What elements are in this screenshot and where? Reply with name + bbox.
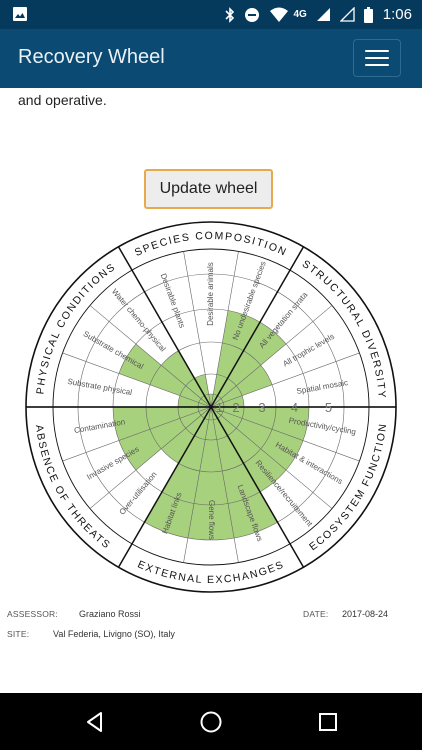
wheel-scale-label: 1 — [216, 400, 223, 415]
wheel-level-sector — [211, 407, 278, 538]
app-title: Recovery Wheel — [18, 46, 165, 68]
status-bar: 4G 1:06 — [0, 0, 422, 29]
menu-icon-line — [365, 64, 389, 66]
intro-text: and operative. — [18, 92, 107, 108]
wheel-level-sector — [144, 407, 211, 538]
wheel-scale-label: 2 — [232, 400, 239, 415]
menu-icon-line — [365, 50, 389, 52]
wheel-sub-divider — [210, 352, 360, 408]
wheel-level-sector — [211, 407, 309, 441]
wheel-sub-divider — [210, 251, 239, 408]
wheel-level-sector — [208, 394, 214, 407]
wheel-sub-divider — [210, 406, 239, 563]
wheel-scale-label: 3 — [258, 400, 265, 415]
home-icon[interactable] — [196, 707, 226, 737]
navigation-bar — [0, 693, 422, 750]
wheel-level-sector — [118, 407, 211, 470]
app-bar: Recovery Wheel — [0, 29, 422, 88]
assessor-value: Graziano Rossi — [79, 609, 141, 619]
back-icon[interactable] — [80, 707, 110, 737]
hamburger-menu-button[interactable] — [353, 39, 401, 77]
date-value: 2017-08-24 — [342, 609, 389, 619]
wheel-level-sector — [211, 365, 273, 407]
wheel-major-divider — [117, 246, 212, 408]
wheel-level-sector — [113, 407, 211, 441]
wheel-sub-attribute-label: Desirable animals — [206, 262, 215, 326]
date-label: DATE: — [303, 609, 329, 619]
wheel-sub-divider — [210, 406, 360, 462]
wheel-sub-divider — [210, 406, 333, 509]
assessor-label: ASSESSOR: — [7, 609, 58, 619]
wheel-sub-divider — [183, 251, 212, 408]
wheel-sub-divider — [210, 305, 333, 408]
recents-icon[interactable] — [313, 707, 343, 737]
update-wheel-button[interactable]: Update wheel — [144, 169, 273, 209]
wheel-level-sector — [118, 344, 211, 407]
wheel-sub-divider — [62, 352, 212, 408]
wheel-major-divider — [210, 406, 305, 568]
wheel-level-sector — [211, 407, 287, 492]
wheel-scale-label: 5 — [325, 400, 332, 415]
clock: 1:06 — [382, 6, 412, 23]
wheel-sub-divider — [62, 406, 212, 462]
wheel-sub-divider — [89, 305, 212, 408]
site-value: Val Federia, Livigno (SO), Italy — [53, 629, 175, 639]
wheel-level-sector — [211, 310, 260, 407]
wheel-level-sector — [211, 322, 287, 407]
signal-icon — [316, 7, 331, 22]
bluetooth-icon — [225, 6, 235, 23]
wifi-icon — [269, 7, 289, 22]
signal-empty-icon — [339, 7, 355, 22]
battery-icon — [363, 6, 373, 23]
do-not-disturb-icon — [244, 7, 260, 23]
wheel-sub-divider — [89, 406, 212, 509]
wheel-level-sector — [161, 407, 211, 464]
wheel-major-divider — [117, 406, 212, 568]
wheel-major-divider — [210, 246, 305, 408]
wheel-sub-divider — [183, 406, 212, 563]
wheel-level-sector — [161, 350, 211, 407]
wheel-level-sector — [211, 407, 304, 470]
wheel-sub-attribute-label: Gene flows — [207, 500, 216, 540]
image-icon — [12, 6, 28, 27]
site-label: SITE: — [7, 629, 30, 639]
wheel-scale-label: 4 — [291, 400, 298, 415]
menu-icon-line — [365, 57, 389, 59]
network-type: 4G — [293, 9, 307, 20]
wheel-level-sector — [187, 407, 235, 540]
